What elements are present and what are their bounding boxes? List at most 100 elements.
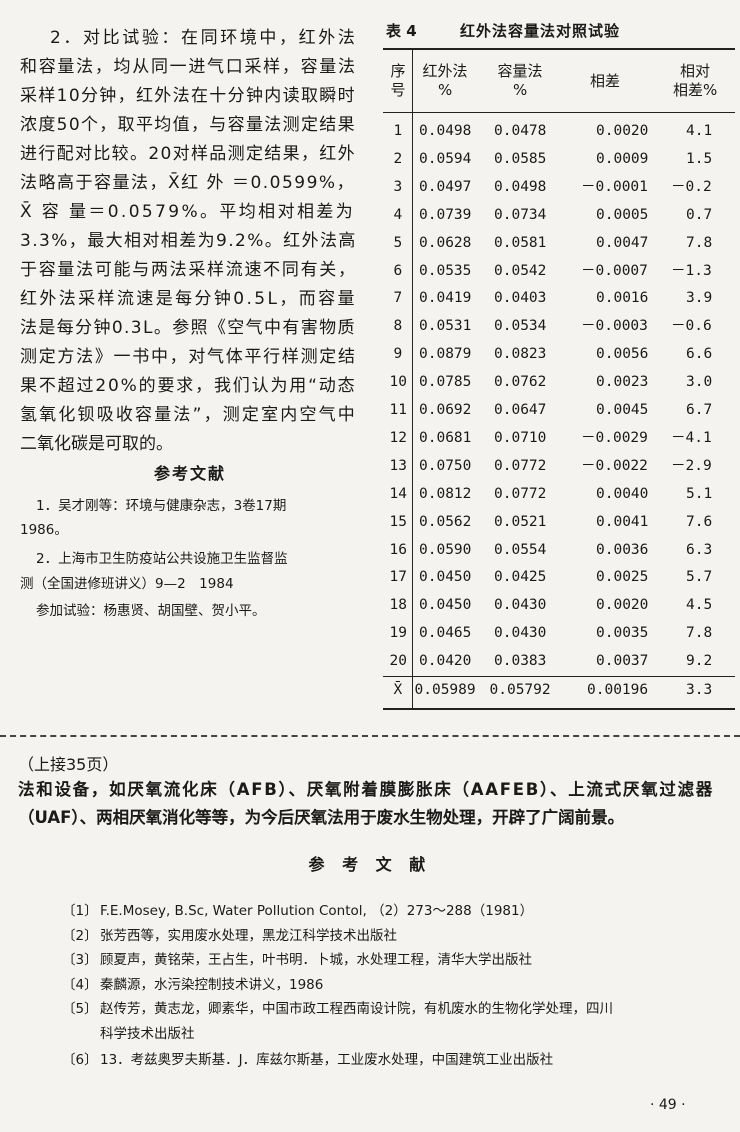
reference-line: 测（全国进修班讲义）9—2 1984 [20, 576, 234, 592]
continued-note: （上接35页） [18, 755, 119, 774]
table-cell: 0.0045 [596, 402, 649, 418]
table-cell: 18 [389, 597, 407, 614]
table-cell: 0.0497 [419, 178, 472, 195]
table-cell: 0.0590 [419, 541, 472, 558]
table-header: 相差 [590, 72, 621, 90]
reference-line: 秦麟源，水污染控制技术讲义，1986 [100, 976, 324, 993]
table-cell: 0.0581 [494, 234, 547, 251]
references-heading: 参考文献 [154, 464, 227, 483]
table-cell: 9.2 [686, 653, 713, 670]
table-cell: 10 [389, 374, 407, 391]
reference-number: 〔1〕 [62, 903, 98, 919]
table-cell: 13 [389, 457, 407, 474]
table-cell: 20 [389, 653, 407, 670]
table-cell: 0.0534 [494, 318, 547, 335]
table-cell: 0.0430 [494, 625, 547, 642]
paragraph-line: 采样10分钟，红外法在十分钟内读取瞬时 [20, 86, 356, 106]
table-cell: 0.0020 [596, 123, 649, 139]
reference-line: 张芳西等，实用废水处理，黑龙江科学技术出版社 [100, 927, 397, 944]
table-cell: 0.0430 [494, 597, 547, 614]
table-cell: 0.0009 [596, 150, 649, 167]
table-cell: 3.0 [686, 374, 713, 391]
table-cell: 9 [393, 346, 403, 363]
table-header: % [438, 81, 453, 99]
reference-number: 〔6〕 [62, 1052, 98, 1068]
table-header: 相对 [680, 62, 711, 80]
table-cell: 0.0692 [419, 402, 472, 418]
table-header: % [513, 81, 528, 99]
table-cell: 0.0037 [596, 653, 649, 670]
table-cell: 0.0035 [596, 625, 649, 642]
reference-line: F.E.Mosey, B.Sc, Water Pollution Contol,… [100, 903, 534, 919]
table-cell: 0.00196 [587, 682, 649, 698]
paragraph-line: 和容量法，均从同一进气口采样，容量法 [20, 57, 357, 77]
table-cell: 0.0739 [419, 206, 472, 223]
table-cell: 6.6 [686, 346, 713, 363]
table-cell: 8 [393, 318, 403, 335]
table-cell: 0.0450 [419, 597, 472, 614]
table-cell: 0.7 [686, 206, 713, 223]
table-cell: 16 [389, 541, 407, 558]
table-cell: 0.0041 [596, 513, 649, 530]
table-cell: 6 [393, 262, 403, 279]
table-cell: 0.0478 [494, 123, 547, 139]
table-cell: 1.5 [686, 150, 713, 167]
reference-line: 13．考兹奥罗夫斯基．J．库兹尔斯基，工业废水处理，中国建筑工业出版社 [100, 1052, 554, 1068]
table-cell: －0.0001 [581, 178, 648, 195]
table-cell: 7.6 [686, 513, 713, 530]
paragraph-line: 法是每分钟0.3L。参照《空气中有害物质 [20, 318, 356, 338]
table-cell: 0.0554 [494, 541, 547, 558]
table-cell: －0.0007 [581, 262, 648, 279]
table-cell: 0.0040 [596, 485, 649, 502]
table-cell: 4 [393, 206, 403, 223]
table-cell: 0.0420 [419, 653, 472, 670]
table-cell: 0.0465 [419, 625, 472, 642]
paragraph-line: 2．对比试验：在同环境中，红外法 [50, 28, 358, 48]
references-heading: 参 考 文 献 [308, 855, 432, 874]
paragraph-line: （UAF）、两相厌氧消化等等，为今后厌氧法用于废水生物处理，开辟了广阔前景。 [18, 808, 625, 827]
table-cell: －4.1 [671, 429, 712, 446]
reference-line: 1．吴才刚等：环境与健康杂志，3卷17期 [36, 498, 287, 514]
table-cell: 0.0056 [596, 346, 649, 363]
paragraph-line: 3.3%，最大相对相差为9.2%。红外法高 [20, 231, 357, 251]
table-cell: 0.0681 [419, 429, 472, 446]
table-top-rule [383, 48, 735, 50]
table-cell: 0.0036 [596, 541, 649, 558]
table-cell: 12 [389, 429, 407, 446]
table-cell: 3.9 [686, 290, 713, 307]
table-cell: 7 [393, 290, 403, 307]
table-cell: 0.0535 [419, 262, 472, 279]
table-bottom-rule [383, 708, 735, 710]
table-cell: －2.9 [671, 457, 712, 474]
reference-line: 赵传芳，黄志龙，卿素华，中国市政工程西南设计院，有机废水的生物化学处理，四川 [100, 1001, 613, 1017]
paragraph-line: X̄ 容 量＝0.0579%。平均相对相差为 [20, 202, 356, 222]
table-cell: 15 [389, 513, 407, 530]
table-cell: 0.0710 [494, 429, 547, 446]
table-cell: 0.0425 [494, 569, 547, 586]
table-cell: 3.3 [686, 682, 713, 698]
paragraph-line: 浓度50个，取平均值，与容量法测定结果 [20, 115, 356, 135]
table-cell: 0.0016 [596, 290, 649, 307]
table-cell: 0.0812 [419, 485, 472, 502]
reference-number: 〔2〕 [62, 927, 98, 944]
reference-line: 2．上海市卫生防疫站公共设施卫生监督监 [36, 551, 288, 567]
table-cell: 0.0628 [419, 234, 472, 251]
table-cell: 2 [393, 150, 403, 167]
table-cell: 5.1 [686, 485, 713, 502]
table-cell: －0.2 [671, 178, 712, 195]
table-cell: 0.0647 [494, 402, 547, 418]
table-cell: 7.8 [686, 234, 713, 251]
table-cell: 0.0521 [494, 513, 547, 530]
table-cell: 0.0005 [596, 206, 649, 223]
table-cell: 0.0762 [494, 374, 547, 391]
page-number: · 49 · [650, 1097, 686, 1113]
table-cell: －0.0029 [581, 429, 648, 446]
table-cell: 1 [393, 123, 403, 139]
table-cell: 0.0383 [494, 653, 547, 670]
table-cell: 0.0450 [419, 569, 472, 586]
table-cell: －0.6 [671, 318, 712, 335]
table-header: 红外法 [422, 62, 468, 80]
table-title: 红外法容量法对照试验 [460, 22, 621, 40]
table-cell: 0.0734 [494, 206, 547, 223]
